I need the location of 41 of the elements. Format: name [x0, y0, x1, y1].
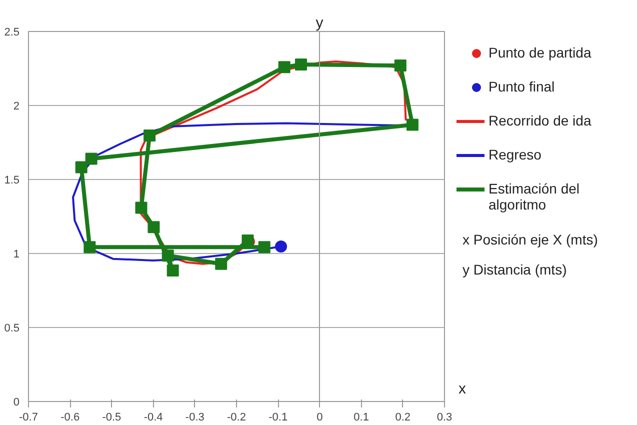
legend-label: Recorrido de ida — [488, 112, 592, 128]
point — [294, 58, 307, 71]
y-tick-label: 2.5 — [4, 26, 20, 38]
text: x Posición eje X (mts) — [462, 232, 598, 248]
x-tick-label: -0.3 — [185, 412, 204, 424]
x-tick-label: -0.5 — [102, 412, 122, 424]
y-tick-label: 1.5 — [4, 174, 20, 186]
point — [166, 264, 179, 277]
point — [84, 241, 96, 254]
x-tick-label: -0.1 — [268, 412, 288, 424]
point — [394, 60, 406, 72]
point — [278, 61, 290, 74]
text: y Distancia (mts) — [462, 262, 567, 278]
point — [75, 161, 88, 174]
x-tick-label: -0.7 — [19, 412, 38, 424]
y-tick-label: 0 — [13, 396, 20, 408]
x-tick-label: 0.1 — [354, 412, 369, 424]
point — [258, 241, 270, 254]
point — [135, 202, 148, 214]
point — [406, 118, 418, 131]
point — [144, 130, 156, 142]
legend-label: Regreso — [488, 146, 542, 162]
y-tick-label: 2 — [13, 100, 20, 112]
x-tick-label: 0.2 — [395, 412, 411, 424]
y-axis-title: y — [316, 14, 324, 32]
y-tick-label: 1 — [13, 248, 20, 260]
legend-label: Estimación del algoritmo — [488, 180, 580, 212]
x-tick-label: -0.4 — [144, 412, 163, 424]
x-tick-label: 0.3 — [436, 412, 452, 424]
point — [215, 258, 228, 270]
x-axis-title: x — [458, 380, 466, 398]
point — [275, 240, 288, 253]
x-tick-label: 0 — [316, 412, 323, 424]
legend-label: Punto final — [488, 78, 555, 94]
point — [148, 221, 160, 234]
legend-label: Punto de partida — [488, 44, 592, 60]
x-tick-label: -0.2 — [227, 412, 246, 424]
x-tick-label: -0.6 — [60, 412, 80, 424]
y-tick-label: 0.5 — [4, 322, 20, 334]
point — [85, 152, 98, 165]
point — [162, 250, 174, 262]
